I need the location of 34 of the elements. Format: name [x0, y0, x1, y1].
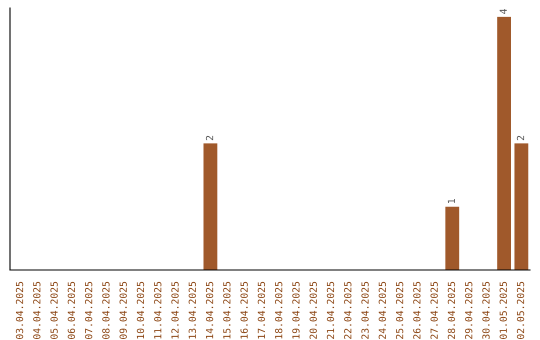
data-label: 4 — [500, 8, 507, 14]
x-tick-label: 01.05.2025 — [500, 282, 507, 340]
x-tick-label: 25.04.2025 — [396, 282, 404, 339]
x-tick-label: 22.04.2025 — [344, 282, 352, 339]
x-tick-label: 02.05.2025 — [516, 282, 524, 340]
x-tick-label: 04.04.2025 — [33, 282, 40, 340]
x-tick-label: 16.04.2025 — [240, 282, 248, 338]
x-tick-label: 19.04.2025 — [292, 282, 300, 338]
x-tick-label: 27.04.2025 — [430, 282, 438, 339]
x-tick-label: 09.04.2025 — [120, 282, 127, 340]
x-tick-label: 14.04.2025 — [206, 282, 214, 338]
x-tick-label: 20.04.2025 — [310, 282, 317, 339]
x-tick-label: 21.04.2025 — [326, 282, 334, 339]
x-tick-label: 15.04.2025 — [223, 282, 231, 338]
x-tick-label: 28.04.2025 — [448, 282, 456, 339]
x-tick-label: 29.04.2025 — [465, 282, 472, 339]
x-tick-label: 06.04.2025 — [68, 282, 76, 340]
x-tick-label: 18.04.2025 — [274, 282, 282, 338]
data-label: 2 — [206, 136, 214, 140]
x-tick-label: 05.04.2025 — [50, 282, 58, 340]
x-tick-label: 17.04.2025 — [258, 282, 266, 338]
x-tick-label: 03.04.2025 — [16, 282, 24, 340]
x-tick-label: 26.04.2025 — [413, 282, 421, 339]
x-tick-label: 10.04.2025 — [136, 282, 144, 338]
x-tick-label: 08.04.2025 — [102, 282, 110, 340]
x-tick-label: 23.04.2025 — [361, 282, 369, 339]
x-tick-label: 12.04.2025 — [171, 282, 179, 338]
x-tick-label: 24.04.2025 — [378, 282, 386, 339]
data-label: 1 — [448, 198, 455, 204]
x-tick-label: 11.04.2025 — [154, 282, 162, 338]
x-tick-label: 07.04.2025 — [84, 282, 92, 340]
data-label: 2 — [516, 136, 524, 140]
x-tick-label: 30.04.2025 — [482, 282, 490, 339]
x-tick-label: 13.04.2025 — [188, 282, 196, 338]
